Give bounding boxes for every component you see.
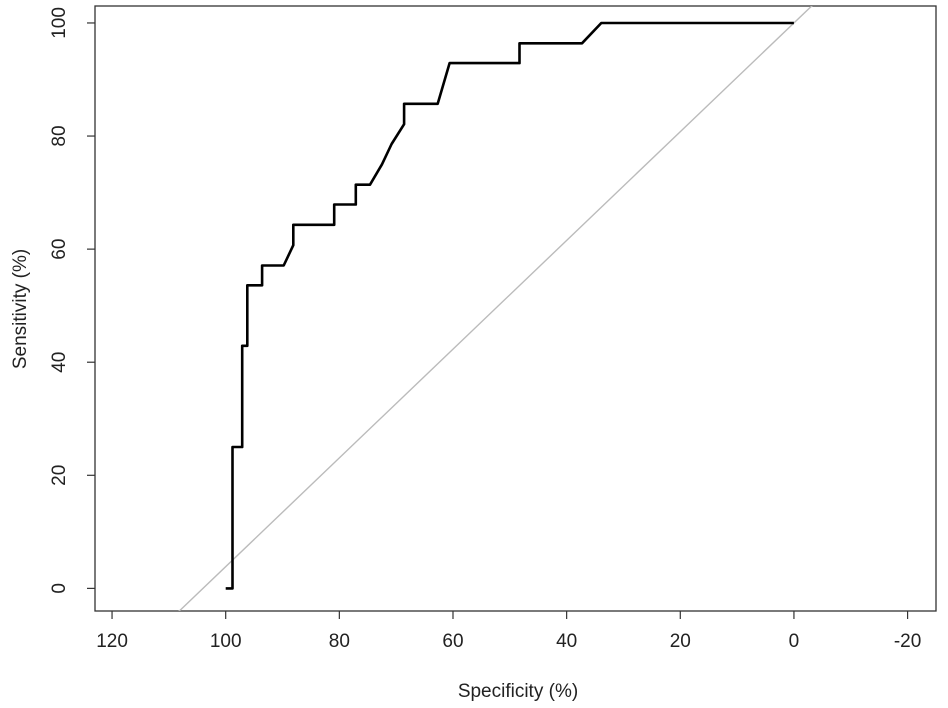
x-axis-title: Specificity (%) — [458, 681, 578, 702]
x-tick-label: 80 — [329, 631, 350, 652]
y-tick-label: 20 — [49, 465, 70, 486]
y-axis-title: Sensitivity (%) — [10, 249, 31, 369]
reference-diagonal-line — [178, 6, 813, 611]
y-tick-label: 0 — [49, 583, 70, 594]
plot-area — [178, 6, 813, 611]
roc-curve — [225, 21, 794, 590]
x-tick-label: 100 — [210, 631, 242, 652]
x-tick-label: 20 — [670, 631, 691, 652]
x-tick-label: 120 — [96, 631, 128, 652]
y-tick-label: 100 — [49, 7, 70, 39]
x-axis: 120 100 80 60 40 20 0 -20 — [96, 611, 921, 652]
x-tick-label: 40 — [556, 631, 577, 652]
x-tick-label: 60 — [442, 631, 463, 652]
y-axis: 0 20 40 60 80 100 — [49, 7, 95, 594]
plot-frame — [94, 5, 937, 612]
x-tick-label: -20 — [894, 631, 921, 652]
y-tick-label: 40 — [49, 352, 70, 373]
x-tick-label: 0 — [789, 631, 800, 652]
y-tick-label: 60 — [49, 239, 70, 260]
y-tick-label: 80 — [49, 125, 70, 146]
